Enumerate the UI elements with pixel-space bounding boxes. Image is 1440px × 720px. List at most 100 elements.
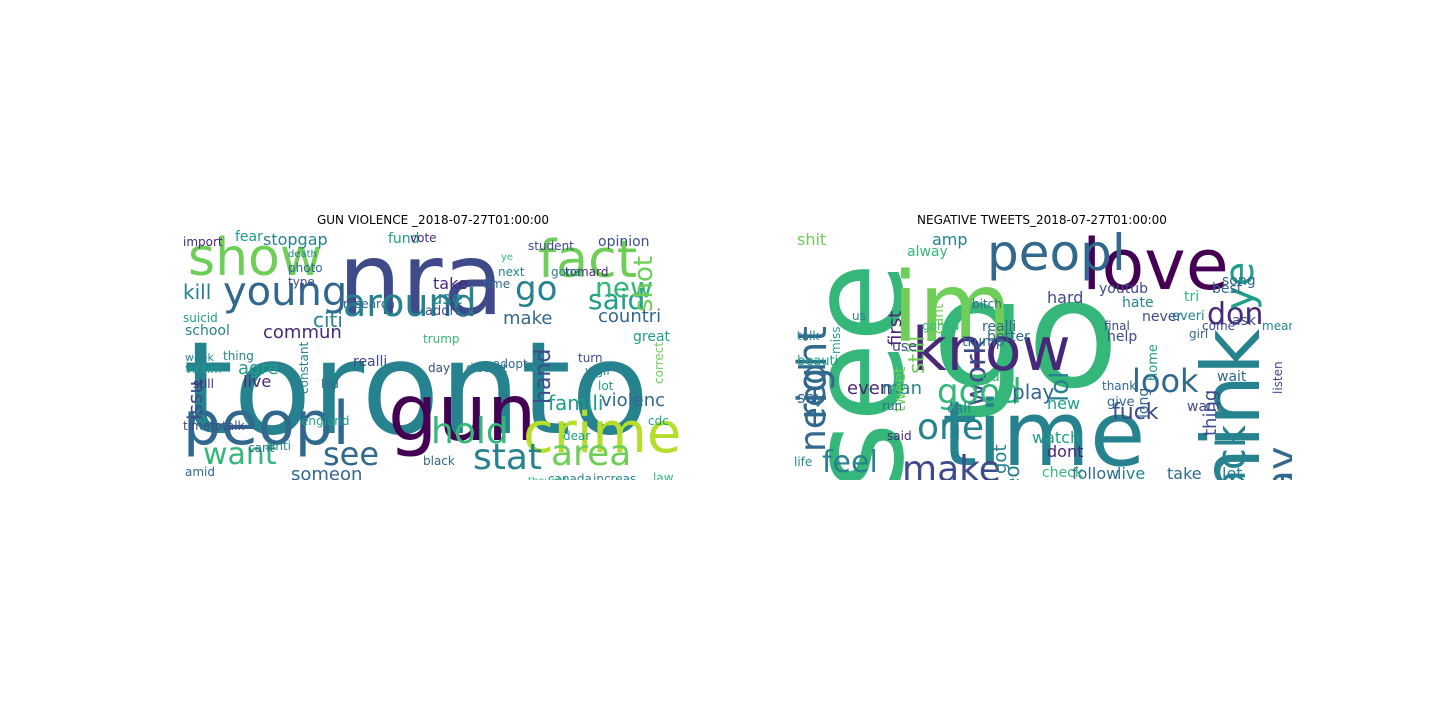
negative-tweets-word: best <box>1212 281 1243 297</box>
negative-tweets-word: call <box>947 401 972 417</box>
gun-violence-word: someon <box>291 464 363 481</box>
negative-tweets-word: know <box>912 315 1071 385</box>
gun-violence-word: kill <box>183 280 212 304</box>
gun-violence-word: cant <box>248 441 275 455</box>
gun-violence-word: type <box>288 275 315 289</box>
negative-tweets-word: mean <box>1262 319 1292 333</box>
gun-violence-word: thought <box>528 477 567 481</box>
negative-tweets-word: good <box>937 372 1022 412</box>
gun-violence-word: england <box>301 414 350 428</box>
negative-tweets-word: beauti <box>797 354 839 369</box>
negative-tweets-word: listen <box>1271 361 1285 394</box>
negative-tweets-word: final <box>1104 319 1130 333</box>
negative-tweets-word: hard <box>1047 288 1084 307</box>
gun-violence-word: victim <box>185 362 222 376</box>
gun-violence-word: thing <box>223 349 254 363</box>
gun-violence-word: school <box>185 323 230 339</box>
negative-tweets-word: take <box>1167 464 1202 481</box>
negative-tweets-word: everi <box>1172 309 1205 324</box>
gun-violence-word: timetotalk <box>183 419 245 433</box>
gun-violence-word: constant <box>297 341 311 394</box>
negative-tweets-word: go <box>932 248 1119 422</box>
negative-tweets-word: wait <box>1217 369 1247 385</box>
negative-tweets-word: bitch <box>972 297 1002 311</box>
negative-tweets-word: said <box>887 429 912 443</box>
gun-violence-word: realli <box>353 354 388 370</box>
negative-tweets-word: give <box>1107 395 1135 410</box>
gun-violence-word: shot <box>629 255 659 312</box>
gun-violence-word: take <box>433 274 468 293</box>
negative-tweets-word: home <box>1146 344 1161 381</box>
negative-tweets-word: look <box>1132 362 1199 400</box>
negative-tweets-word: video <box>1000 465 1024 480</box>
gun-violence-word: violenc <box>601 390 666 411</box>
negative-tweets-word: help <box>1107 329 1138 345</box>
negative-tweets-word: long <box>1136 387 1152 418</box>
gun-violence-word: agre <box>238 358 279 379</box>
negative-tweets-word: trump <box>962 334 1005 350</box>
negative-tweets-word: love <box>1082 230 1229 306</box>
negative-tweets-word: talk <box>797 329 820 343</box>
gun-violence-word: amid <box>185 465 215 479</box>
gun-violence-word: still <box>193 377 214 391</box>
negative-tweets-word: day <box>1259 446 1292 480</box>
negative-tweets-word: fuck <box>1112 400 1159 425</box>
gun-violence-word: district <box>466 361 508 375</box>
gun-violence-word: hand <box>531 348 556 404</box>
gun-violence-word: import <box>183 235 223 249</box>
gun-violence-word: hold <box>431 411 509 452</box>
negative-tweets-word: better <box>987 329 1030 345</box>
negative-tweets-word: use <box>892 339 917 355</box>
gun-violence-word: fact <box>538 230 638 290</box>
gun-violence-word: research <box>343 297 395 311</box>
right-panel-title: NEGATIVE TWEETS_2018-07-27T01:00:00 <box>917 213 1167 227</box>
gun-violence-word: increas <box>593 472 637 480</box>
gun-violence-word: use <box>431 288 463 309</box>
gun-violence-word: day <box>428 361 451 375</box>
negative-tweets-word: ask <box>1232 313 1256 329</box>
gun-violence-word: fund <box>388 231 420 247</box>
gun-violence-word: suicid <box>183 311 218 325</box>
negative-tweets-word: never <box>1142 309 1183 325</box>
gun-violence-word: area <box>551 433 632 474</box>
negative-tweets-word: alway <box>907 244 948 260</box>
gun-violence-word: crime <box>523 401 682 466</box>
gun-violence-word: dear <box>563 429 591 443</box>
negative-tweets-word: time <box>942 382 1146 480</box>
gun-violence-word: photo <box>288 261 323 275</box>
negative-tweets-word: miss <box>829 326 843 354</box>
gun-violence-word-cloud: toronto nra gun peopl show fact crime young arou… <box>183 230 683 480</box>
gun-violence-word: around <box>343 281 477 325</box>
negative-tweets-word: man <box>882 378 922 399</box>
negative-tweets-word: play <box>1012 380 1055 404</box>
gun-violence-word: countri <box>598 306 662 327</box>
gun-violence-word: week <box>185 351 214 364</box>
gun-violence-word: live <box>243 372 272 391</box>
gun-violence-word: said <box>588 283 646 316</box>
negative-tweets-word: follow <box>1072 464 1120 481</box>
gun-violence-word: peopl <box>183 389 350 459</box>
gun-violence-word: show <box>188 230 323 288</box>
gun-violence-word: vigil <box>585 364 610 378</box>
gun-violence-word: make <box>503 308 553 329</box>
gun-violence-word: death <box>288 249 317 260</box>
gun-violence-word: see <box>323 435 380 473</box>
gun-violence-word: opinion <box>598 234 650 250</box>
negative-tweets-word: song <box>1222 273 1256 289</box>
gun-violence-word: correct <box>652 341 666 384</box>
negative-tweets-word: us <box>852 309 866 323</box>
gun-violence-word: famili <box>548 391 604 415</box>
negative-tweets-word: even <box>847 378 892 399</box>
negative-tweets-word: need <box>793 362 834 452</box>
negative-tweets-word: realli <box>982 319 1017 335</box>
negative-tweets-word: want <box>1187 399 1222 415</box>
gun-violence-word: anti <box>268 439 291 453</box>
negative-tweets-word: youtub <box>1099 281 1148 297</box>
gun-violence-word: trump <box>423 332 460 346</box>
negative-tweets-word: let <box>1222 464 1243 481</box>
gun-violence-word: vote <box>410 231 437 245</box>
gun-violence-word: cdc <box>648 414 669 428</box>
negative-tweets-word: dont <box>1047 442 1084 461</box>
gun-violence-word: citi <box>313 308 343 332</box>
gun-violence-word: great <box>633 329 671 345</box>
